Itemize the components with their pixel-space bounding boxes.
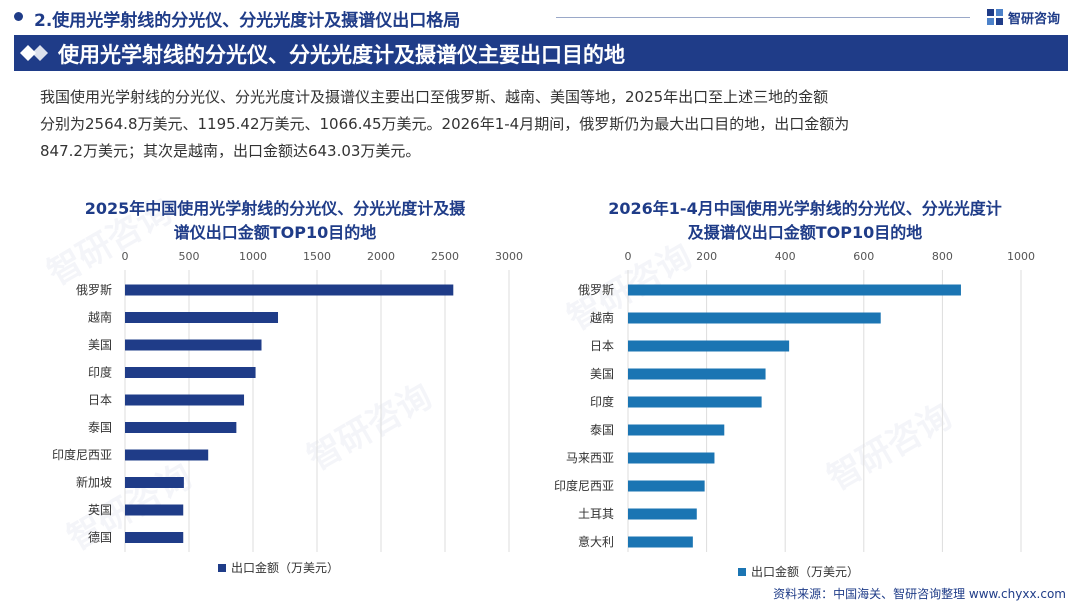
x-tick-label: 1000 — [1007, 250, 1035, 263]
bar — [628, 424, 725, 436]
bar — [125, 339, 262, 351]
category-label: 德国 — [88, 530, 112, 545]
category-label: 马来西亚 — [566, 451, 614, 465]
category-label: 泰国 — [590, 423, 614, 437]
x-tick-label: 1500 — [303, 250, 331, 263]
source-note: 资料来源：中国海关、智研咨询整理 www.chyxx.com — [773, 587, 1066, 601]
category-label: 英国 — [88, 503, 112, 517]
bar — [125, 422, 237, 433]
x-tick-label: 200 — [696, 250, 717, 263]
intro-line: 我国使用光学射线的分光仪、分光光度计及摄谱仪主要出口至俄罗斯、越南、美国等地，2… — [40, 88, 829, 106]
bar — [628, 536, 693, 548]
legend-swatch — [218, 564, 226, 572]
bar — [628, 284, 961, 296]
bar — [125, 394, 245, 406]
bar — [628, 508, 697, 520]
x-tick-label: 2500 — [431, 250, 459, 263]
category-label: 泰国 — [88, 421, 112, 435]
bar — [125, 477, 184, 488]
legend-swatch — [738, 568, 746, 576]
x-tick-label: 600 — [853, 250, 874, 263]
bar — [125, 284, 454, 296]
x-tick-label: 2000 — [367, 250, 395, 263]
bullet-icon — [14, 12, 23, 21]
category-label: 印度尼西亚 — [554, 478, 614, 493]
bar — [125, 312, 279, 323]
category-label: 美国 — [590, 367, 614, 381]
bar — [628, 312, 881, 324]
bar — [628, 480, 705, 492]
x-tick-label: 400 — [775, 250, 796, 263]
brand-logo-icon — [987, 9, 1003, 25]
bar — [628, 340, 790, 352]
brand-logo: 智研咨询 — [986, 7, 1076, 27]
category-label: 土耳其 — [578, 507, 614, 521]
intro-line: 分别为2564.8万美元、1195.42万美元、1066.45万美元。2026年… — [40, 115, 850, 133]
chart-title-2025: 2025年中国使用光学射线的分光仪、分光光度计及摄 谱仪出口金额TOP10目的地 — [40, 197, 510, 245]
category-label: 印度 — [590, 394, 614, 409]
x-tick-label: 3000 — [495, 250, 523, 263]
legend-label: 出口金额（万美元） — [231, 560, 339, 575]
legend-label: 出口金额（万美元） — [751, 564, 859, 579]
intro-line: 847.2万美元；其次是越南，出口金额达643.03万美元。 — [40, 142, 421, 160]
x-tick-label: 1000 — [239, 250, 267, 263]
x-tick-label: 0 — [625, 250, 632, 263]
chart-title-line: 2026年1-4月中国使用光学射线的分光仪、分光光度计 — [608, 199, 1002, 218]
bar — [628, 368, 766, 380]
category-label: 越南 — [88, 310, 112, 325]
bar — [125, 449, 209, 461]
chart-title-line: 2025年中国使用光学射线的分光仪、分光光度计及摄 — [84, 199, 466, 218]
category-label: 日本 — [590, 339, 614, 353]
bar — [628, 396, 762, 408]
brand-name: 智研咨询 — [1008, 12, 1061, 27]
bar — [125, 367, 256, 378]
category-label: 日本 — [88, 393, 112, 407]
category-label: 新加坡 — [76, 475, 112, 490]
banner-title: 使用光学射线的分光仪、分光光度计及摄谱仪主要出口目的地 — [58, 43, 625, 67]
diamond-icon — [20, 45, 48, 61]
category-label: 俄罗斯 — [578, 283, 614, 297]
category-label: 意大利 — [578, 534, 614, 549]
category-label: 印度 — [88, 365, 112, 380]
category-label: 美国 — [88, 338, 112, 352]
chart-title-line: 及摄谱仪出口金额TOP10目的地 — [687, 223, 923, 242]
chart-title-line: 谱仪出口金额TOP10目的地 — [173, 223, 377, 242]
section-title: 2.使用光学射线的分光仪、分光光度计及摄谱仪出口格局 — [34, 11, 461, 31]
bar — [125, 504, 184, 516]
bar — [125, 532, 184, 543]
intro-paragraph: 我国使用光学射线的分光仪、分光光度计及摄谱仪主要出口至俄罗斯、越南、美国等地，2… — [40, 84, 1050, 165]
x-tick-label: 500 — [179, 250, 200, 263]
category-label: 印度尼西亚 — [52, 447, 112, 462]
bar — [628, 452, 715, 464]
category-label: 俄罗斯 — [76, 283, 112, 297]
category-label: 越南 — [590, 310, 614, 325]
header-divider — [556, 17, 970, 18]
x-tick-label: 0 — [122, 250, 129, 263]
x-tick-label: 800 — [932, 250, 953, 263]
chart-title-2026: 2026年1-4月中国使用光学射线的分光仪、分光光度计 及摄谱仪出口金额TOP1… — [560, 197, 1050, 245]
section-banner: 使用光学射线的分光仪、分光光度计及摄谱仪主要出口目的地 — [14, 35, 1068, 71]
top-header: 2.使用光学射线的分光仪、分光光度计及摄谱仪出口格局 智研咨询 — [0, 0, 1080, 34]
